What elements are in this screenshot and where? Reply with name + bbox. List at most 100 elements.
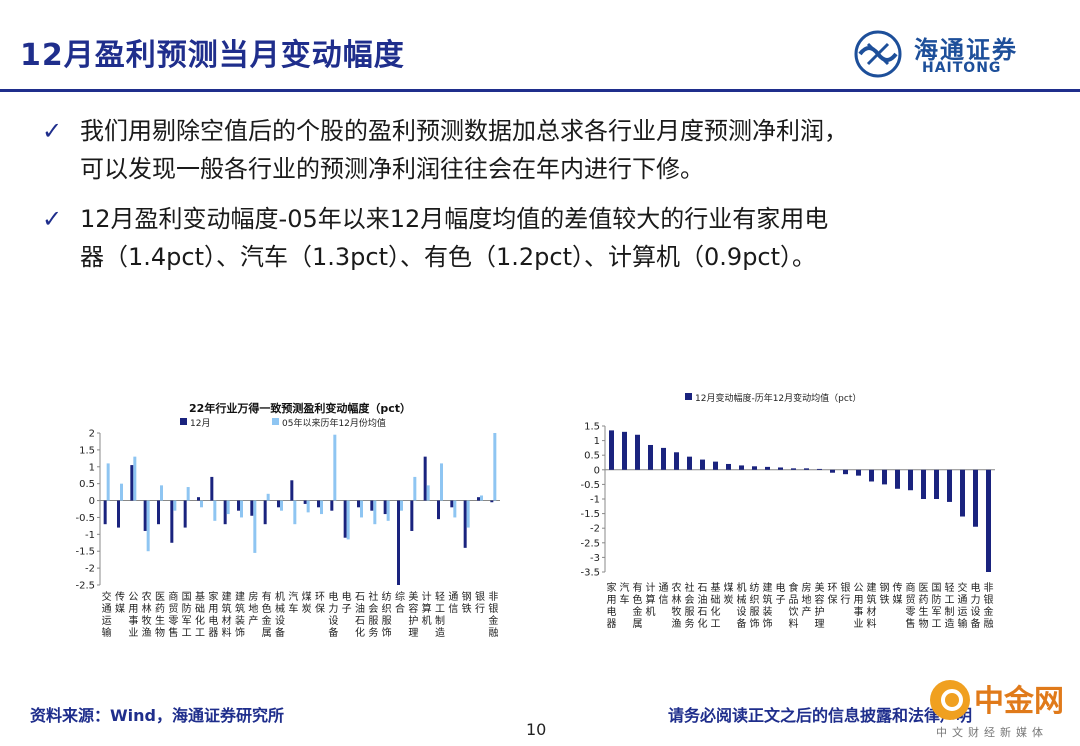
bar-0-7: [700, 459, 705, 470]
bar-0-17: [830, 469, 835, 473]
category-label-22: 综合: [395, 590, 405, 615]
category-label-8: 家用电器: [208, 590, 218, 639]
y-tick-label: -3.5: [580, 568, 600, 579]
bar-0-24: [921, 469, 926, 499]
bar-0-6: [183, 500, 187, 528]
bullet-2-line-2: 器（1.4pct）、汽车（1.3pct）、有色（1.2pct）、计算机（0.9p…: [80, 243, 817, 271]
category-label-16: 环保: [315, 592, 325, 615]
bar-0-3: [648, 444, 653, 470]
watermark-sub: 中文财经新媒体: [936, 726, 1048, 739]
category-label-27: 交通运输: [958, 581, 968, 630]
legend-swatch-0: [180, 418, 187, 425]
bar-0-28: [973, 469, 978, 527]
category-label-4: 通信: [659, 582, 669, 606]
category-label-25: 轻工制造: [435, 590, 445, 639]
y-tick-label: 1.5: [79, 445, 95, 456]
y-tick-label: 1: [89, 462, 95, 473]
category-label-24: 医药生物: [919, 582, 929, 630]
category-label-4: 医药生物: [155, 591, 165, 639]
bar-0-21: [882, 469, 887, 485]
category-label-29: 非银金融: [488, 591, 498, 639]
bar-1-15: [306, 500, 310, 513]
category-label-24: 计算机: [422, 590, 432, 627]
category-label-14: 汽车: [288, 590, 298, 615]
category-label-9: 煤炭: [724, 581, 734, 606]
category-label-0: 家用电器: [607, 581, 617, 630]
category-label-7: 石油石化: [698, 583, 708, 630]
legend-label-0: 12月: [190, 418, 210, 429]
bar-0-5: [674, 452, 679, 470]
bullet-1-line-2: 可以发现一般各行业的预测净利润往往会在年内进行下修。: [80, 155, 704, 183]
bar-0-1: [622, 431, 627, 470]
bar-0-10: [237, 500, 240, 511]
bar-0-16: [817, 468, 822, 470]
category-label-26: 轻工制造: [945, 581, 955, 630]
category-label-23: 美容护理: [408, 590, 418, 639]
bar-1-4: [160, 485, 163, 501]
category-label-16: 美容护理: [815, 581, 825, 630]
category-label-2: 有色金属: [633, 581, 643, 630]
y-tick-label: -3: [590, 553, 600, 564]
bar-0-24: [423, 456, 427, 501]
check-icon: ✓: [42, 117, 63, 145]
bar-0-15: [303, 500, 307, 504]
bar-1-9: [226, 500, 230, 515]
category-label-11: 纺织服饰: [750, 581, 760, 630]
bar-0-21: [383, 500, 387, 515]
bar-0-13: [277, 500, 280, 508]
bar-0-8: [210, 476, 214, 501]
bar-1-5: [173, 500, 177, 511]
logo-cn-text: 海通证券: [914, 36, 1018, 64]
category-label-20: 社会服务: [368, 590, 378, 639]
y-tick-label: 0: [594, 465, 600, 476]
category-label-7: 基础化工: [195, 590, 205, 639]
category-label-18: 电子: [342, 590, 352, 615]
bar-0-20: [869, 469, 874, 482]
bar-1-27: [466, 500, 470, 528]
y-tick-label: 0.5: [79, 479, 95, 490]
bar-0-29: [986, 469, 991, 572]
bar-1-14: [293, 500, 297, 525]
bar-0-9: [223, 500, 227, 525]
bar-0-23: [410, 500, 414, 531]
bar-0-18: [343, 500, 347, 538]
bar-1-26: [453, 500, 457, 518]
bar-0-0: [609, 430, 614, 470]
y-tick-label: -2.5: [580, 538, 600, 549]
category-label-25: 国防军工: [932, 582, 942, 630]
bar-1-8: [213, 500, 217, 521]
logo-emblem-icon: [854, 30, 902, 78]
haitong-logo: 海通证券 HAITONG: [848, 28, 1038, 80]
category-label-15: 房地产: [802, 581, 812, 618]
category-label-13: 机械设备: [275, 590, 285, 639]
bar-1-18: [346, 500, 350, 540]
bar-1-0: [106, 463, 110, 501]
bar-1-7: [200, 500, 203, 508]
category-label-3: 计算机: [646, 581, 656, 618]
category-label-20: 建筑材料: [867, 581, 877, 630]
bar-1-1: [120, 483, 123, 501]
bar-0-27: [960, 469, 965, 517]
category-label-23: 商贸零售: [906, 581, 916, 630]
category-label-18: 银行: [841, 581, 851, 606]
bar-1-21: [386, 500, 390, 521]
source-note: 资料来源：Wind，海通证券研究所: [30, 706, 284, 725]
category-label-8: 基础化工: [711, 581, 721, 630]
bar-1-22: [400, 500, 403, 511]
legend-label-1: 05年以来历年12月份均值: [282, 417, 386, 429]
bar-0-27: [463, 500, 467, 548]
bar-0-19: [357, 500, 360, 508]
legend-label-0: 12月变动幅度-历年12月变动均值（pct）: [695, 392, 861, 404]
category-label-26: 通信: [448, 591, 458, 615]
bar-0-16: [317, 500, 320, 508]
page-number: 10: [526, 720, 547, 739]
category-label-0: 交通运输: [102, 590, 112, 639]
bar-0-15: [804, 468, 809, 470]
y-tick-label: -2: [85, 564, 95, 575]
y-tick-label: -0.5: [580, 480, 600, 491]
bar-0-17: [330, 500, 334, 511]
y-tick-label: 1: [594, 436, 600, 447]
category-label-28: 银行: [475, 590, 485, 615]
category-label-27: 钢铁: [462, 590, 472, 615]
y-tick-label: -2.5: [75, 581, 95, 592]
